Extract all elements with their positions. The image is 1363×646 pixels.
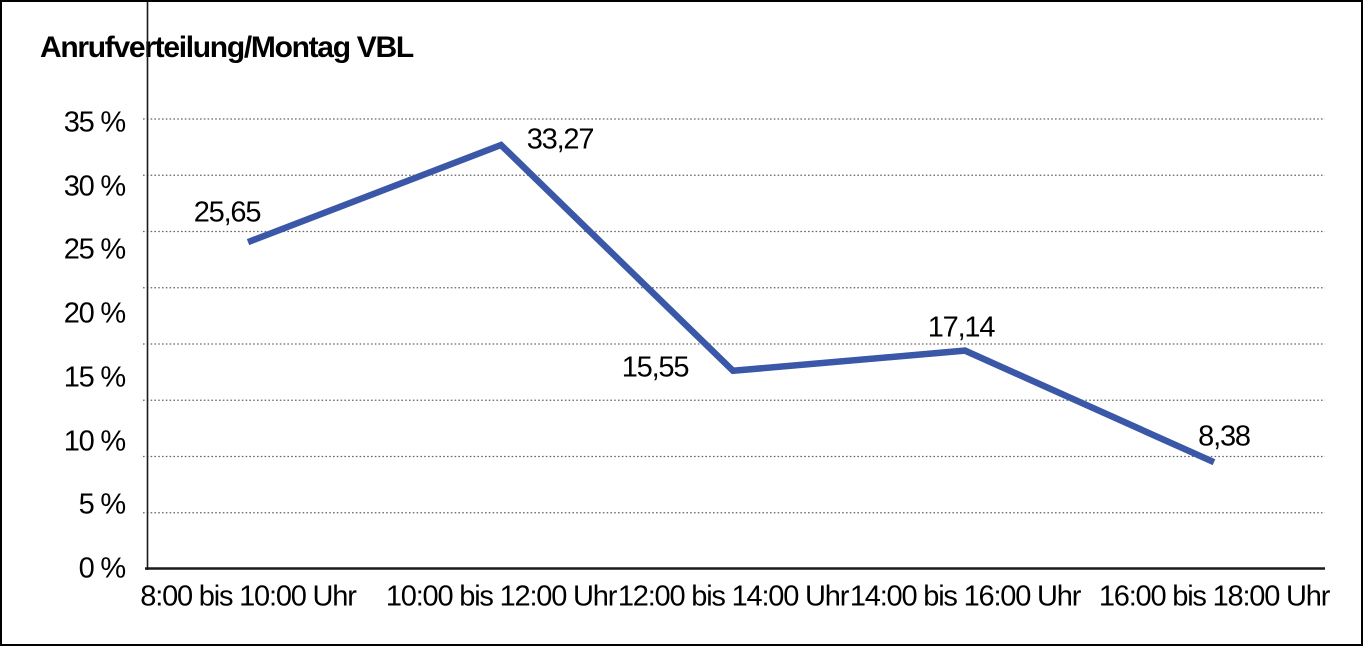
data-point-value-label: 8,38 bbox=[1198, 420, 1251, 453]
y-tick-label: 10 % bbox=[63, 425, 127, 458]
y-tick-label: 20 % bbox=[63, 297, 127, 330]
x-category-label: 12:00 bis 14:00 Uhr bbox=[617, 580, 850, 613]
x-category-label: 8:00 bis 10:00 Uhr bbox=[140, 580, 357, 613]
y-tick-label: 15 % bbox=[63, 361, 127, 394]
y-tick-label: 25 % bbox=[63, 233, 127, 266]
chart-title: Anrufverteilung/Montag VBL bbox=[40, 31, 414, 64]
y-tick-label: 35 % bbox=[63, 106, 127, 139]
x-category-label: 14:00 bis 16:00 Uhr bbox=[849, 580, 1082, 613]
data-point-value-label: 33,27 bbox=[526, 123, 595, 156]
y-tick-label: 0 % bbox=[78, 552, 127, 585]
x-category-label: 16:00 bis 18:00 Uhr bbox=[1098, 580, 1331, 613]
y-tick-label: 30 % bbox=[63, 170, 127, 203]
data-point-value-label: 25,65 bbox=[193, 196, 262, 229]
x-category-label: 10:00 bis 12:00 Uhr bbox=[385, 580, 618, 613]
data-point-value-label: 17,14 bbox=[927, 311, 996, 344]
y-tick-label: 5 % bbox=[78, 488, 127, 521]
data-point-value-label: 15,55 bbox=[621, 351, 690, 384]
data-series-line bbox=[246, 141, 1216, 466]
